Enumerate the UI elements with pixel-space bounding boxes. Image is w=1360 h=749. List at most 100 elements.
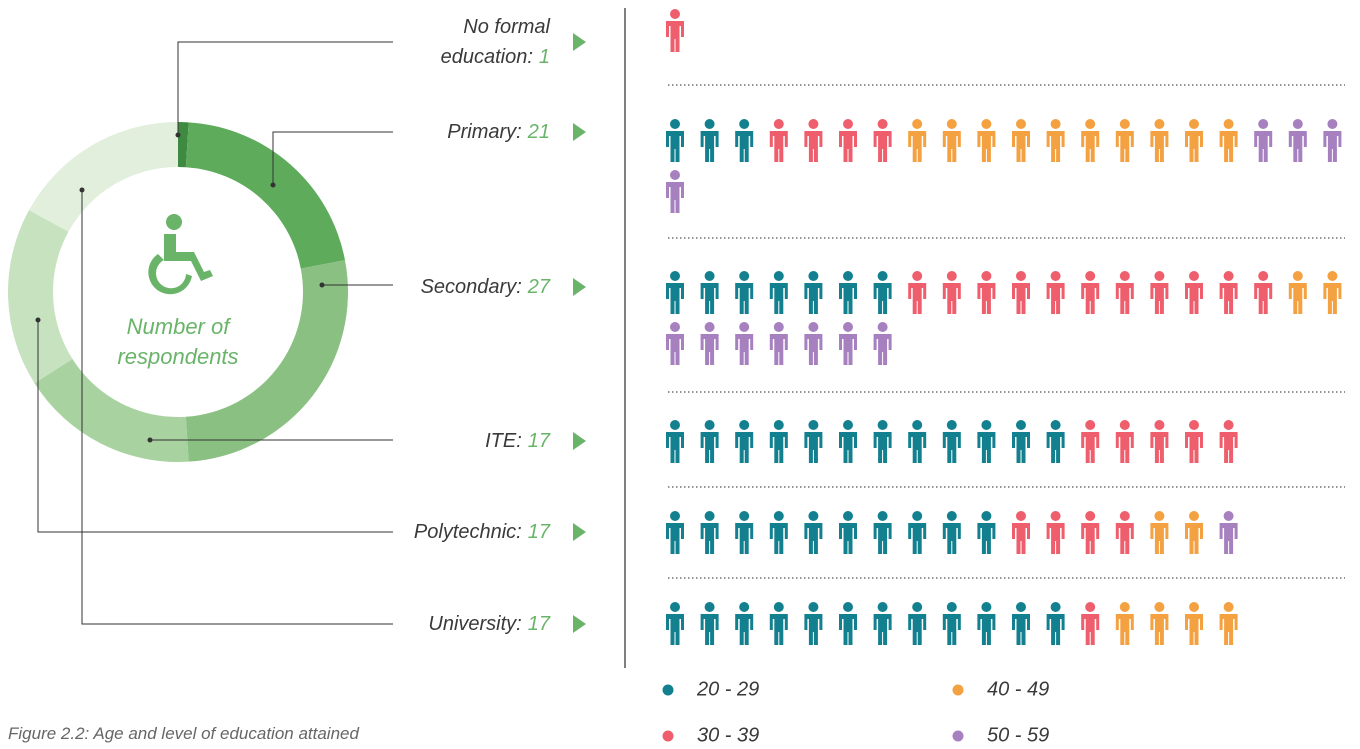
person-head: [1119, 602, 1130, 612]
person-body: [769, 334, 788, 365]
icon-group: [1012, 511, 1134, 554]
category-value: 17: [527, 430, 550, 452]
person-body: [1046, 614, 1065, 645]
person-body: [839, 523, 857, 554]
person-body: [735, 432, 754, 463]
person-body: [769, 614, 788, 645]
person-body: [1150, 523, 1169, 554]
person-head: [1154, 602, 1165, 612]
person-body: [1288, 131, 1307, 162]
person-body: [1323, 131, 1342, 162]
person-body: [1185, 131, 1203, 162]
person-body: [839, 131, 857, 162]
person-head: [1223, 511, 1234, 521]
icon-group: [769, 119, 892, 162]
person-body: [977, 131, 996, 162]
icon-group: [666, 271, 892, 314]
person-head: [1050, 602, 1061, 612]
person-body: [1185, 432, 1203, 463]
person-body: [769, 432, 788, 463]
person-head: [1050, 119, 1061, 129]
person-head: [739, 119, 750, 129]
person-body: [666, 21, 684, 52]
person-head: [912, 119, 923, 129]
icon-group: [666, 119, 1342, 213]
person-head: [773, 119, 784, 129]
person-body: [1081, 283, 1100, 314]
person-head: [946, 420, 957, 430]
person-body: [700, 523, 719, 554]
person-body: [735, 334, 754, 365]
person-head: [670, 9, 680, 19]
person-body: [1150, 432, 1169, 463]
person-body: [1081, 131, 1100, 162]
person-head: [877, 271, 888, 281]
person-head: [1016, 511, 1026, 521]
person-head: [843, 511, 853, 521]
person-head: [1258, 119, 1269, 129]
person-head: [843, 420, 853, 430]
person-head: [670, 511, 680, 521]
person-body: [1081, 523, 1100, 554]
person-head: [1154, 271, 1165, 281]
person-body: [666, 334, 684, 365]
person-head: [1050, 420, 1061, 430]
arrow: [573, 278, 586, 296]
person-body: [735, 283, 754, 314]
person-body: [700, 432, 719, 463]
icon-group: [666, 119, 754, 162]
person-body: [1219, 523, 1238, 554]
legend-swatch: [662, 730, 674, 742]
icon-group: [666, 511, 996, 554]
person-body: [735, 131, 754, 162]
leader-dot: [147, 437, 153, 443]
person-head: [877, 322, 888, 332]
leader-line: [177, 41, 393, 135]
person-body: [1219, 131, 1238, 162]
icon-group: [666, 322, 892, 365]
icon-group: [666, 9, 684, 52]
icon-group: [1288, 271, 1342, 314]
leader-dot: [175, 132, 181, 138]
person-body: [873, 523, 892, 554]
person-head: [981, 602, 992, 612]
person-head: [670, 119, 680, 129]
category-label: Secondary: 27: [421, 272, 550, 302]
person-head: [808, 511, 819, 521]
donut-segment: [29, 122, 179, 232]
icon-group: [908, 119, 1238, 162]
category-label: University: 17: [428, 609, 550, 639]
person-head: [1189, 119, 1199, 129]
icon-group: [1115, 602, 1238, 645]
category-name: ITE:: [485, 430, 522, 452]
person-body: [666, 432, 684, 463]
person-body: [666, 182, 684, 213]
person-body: [1254, 131, 1273, 162]
person-head: [946, 511, 957, 521]
person-body: [839, 432, 857, 463]
person-head: [946, 602, 957, 612]
category-name: Polytechnic:: [413, 521, 522, 543]
person-head: [981, 511, 992, 521]
person-head: [1258, 271, 1269, 281]
person-head: [843, 322, 853, 332]
person-body: [700, 131, 719, 162]
legend-label: 30 - 39: [697, 724, 760, 747]
category-value: 17: [527, 613, 550, 635]
leader-dot: [319, 282, 325, 288]
person-body: [1150, 131, 1169, 162]
person-body: [873, 283, 892, 314]
person-body: [1046, 523, 1065, 554]
person-body: [1219, 432, 1238, 463]
person-body: [804, 131, 823, 162]
person-body: [1150, 283, 1169, 314]
person-body: [1185, 283, 1203, 314]
person-head: [1119, 420, 1130, 430]
person-body: [666, 283, 684, 314]
person-head: [773, 420, 784, 430]
person-body: [942, 432, 961, 463]
person-head: [912, 511, 923, 521]
person-body: [1115, 283, 1134, 314]
